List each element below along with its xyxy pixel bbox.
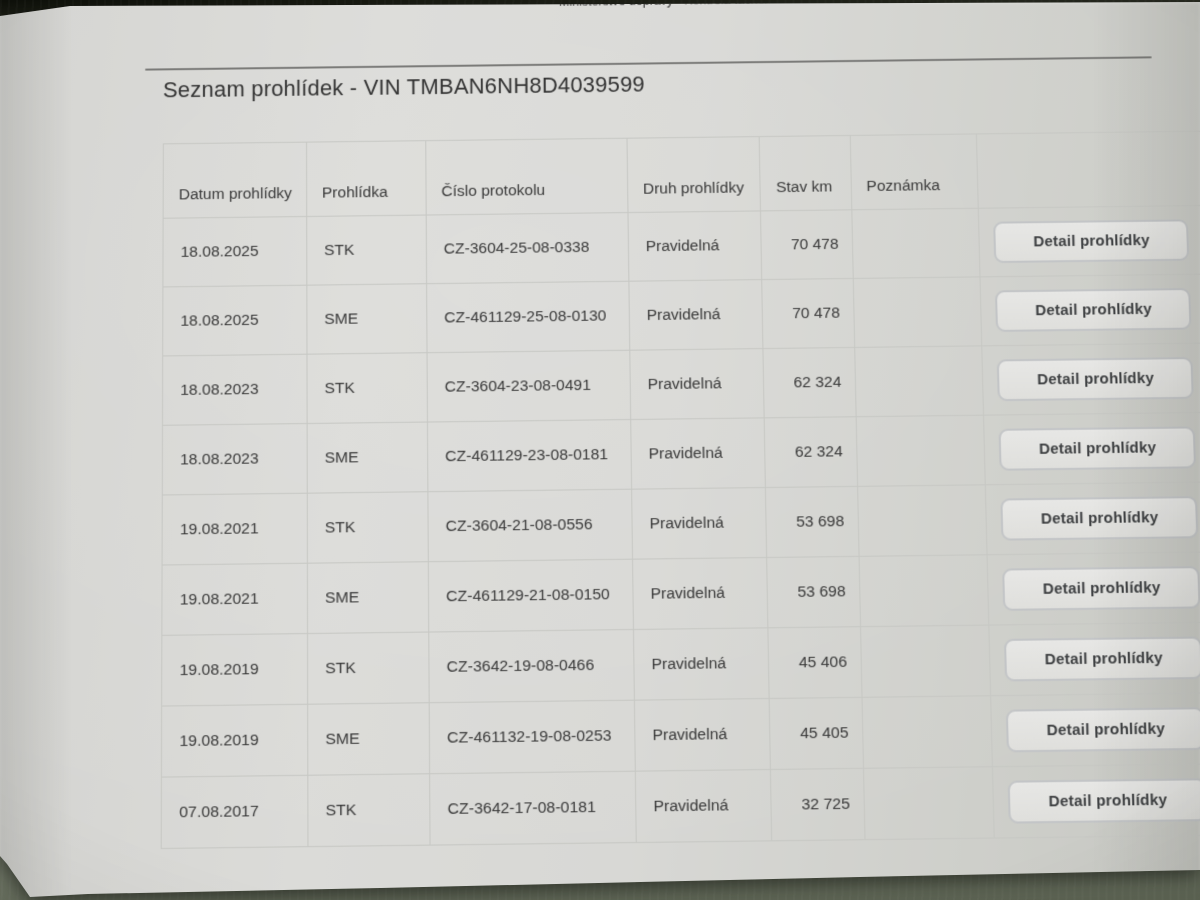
cell-protocol-number: CZ-3604-23-08-0491 [427,350,631,422]
table-row: 19.08.2019 STK CZ-3642-19-08-0466 Pravid… [162,622,1200,706]
cell-date: 18.08.2025 [163,285,307,356]
cell-action: Detail prohlídky [980,274,1200,346]
cell-protocol-number: CZ-461129-25-08-0130 [426,281,629,352]
table-header: Datum prohlídky Prohlídka Číslo protokol… [163,131,1200,218]
header-row: Datum prohlídky Prohlídka Číslo protokol… [163,131,1200,218]
cell-action: Detail prohlídky [983,412,1200,484]
table-row: 18.08.2025 SME CZ-461129-25-08-0130 Prav… [163,274,1200,356]
paper-sheet-wrap: Ministerstvo dopravy - Kontrola tachomet… [0,0,1200,900]
cell-action: Detail prohlídky [992,764,1200,838]
detail-prohlidky-button[interactable]: Detail prohlídky [1006,707,1200,752]
cell-inspection-type: SME [307,562,428,634]
cell-inspection-type: STK [308,774,430,847]
cell-action: Detail prohlídky [982,343,1200,415]
detail-prohlidky-button[interactable]: Detail prohlídky [1003,566,1200,611]
cell-inspection-kind: Pravidelná [630,418,765,489]
cell-date: 18.08.2023 [162,354,306,425]
cell-protocol-number: CZ-461129-21-08-0150 [428,559,633,632]
table-row: 18.08.2023 STK CZ-3604-23-08-0491 Pravid… [162,343,1200,425]
table-row: 19.08.2021 SME CZ-461129-21-08-0150 Prav… [162,552,1200,635]
cell-action: Detail prohlídky [990,693,1200,767]
cell-note [851,208,979,278]
cell-date: 18.08.2023 [162,424,307,495]
cell-date: 07.08.2017 [161,775,308,848]
cell-inspection-kind: Pravidelná [629,349,764,420]
cell-odometer: 70 478 [761,210,853,280]
detail-prohlidky-button[interactable]: Detail prohlídky [994,219,1190,263]
cell-odometer: 45 405 [770,697,864,769]
photo-scene: Ministerstvo dopravy - Kontrola tachomet… [0,0,1200,900]
column-header-stav-km: Stav km [760,135,852,210]
detail-prohlidky-button[interactable]: Detail prohlídky [1004,636,1200,681]
cell-inspection-type: STK [307,632,429,704]
cell-action: Detail prohlídky [989,622,1200,695]
cell-inspection-type: STK [306,215,426,285]
cell-odometer: 70 478 [762,278,854,348]
header-rule [145,56,1152,70]
cell-inspection-kind: Pravidelná [629,280,764,351]
cell-inspection-kind: Pravidelná [631,488,767,560]
cell-date: 19.08.2019 [161,704,307,777]
column-header-prohlidka: Prohlídka [306,141,426,217]
cell-note [857,485,987,557]
cell-inspection-type: STK [307,353,428,424]
cell-odometer: 53 698 [766,486,859,557]
cell-inspection-kind: Pravidelná [634,698,771,771]
cell-note [863,767,994,840]
column-header-datum-prohlidky: Datum prohlídky [163,142,306,218]
page-title: Seznam prohlídek - VIN TMBAN6NH8D4039599 [163,71,645,103]
cell-protocol-number: CZ-3604-21-08-0556 [428,489,633,562]
column-header-poznamka: Poznámka [850,134,978,210]
cell-inspection-kind: Pravidelná [632,557,768,629]
cell-odometer: 62 324 [765,417,858,488]
table-row: 18.08.2025 STK CZ-3604-25-08-0338 Pravid… [163,206,1200,287]
cell-date: 19.08.2019 [162,634,308,707]
detail-prohlidky-button[interactable]: Detail prohlídky [1008,778,1200,823]
detail-prohlidky-button[interactable]: Detail prohlídky [995,288,1192,332]
column-header-druh-prohlidky: Druh prohlídky [627,137,761,213]
cell-date: 19.08.2021 [162,563,307,635]
detail-prohlidky-button[interactable]: Detail prohlídky [999,426,1197,470]
cell-action: Detail prohlídky [987,552,1200,625]
cell-odometer: 53 698 [767,556,860,627]
cell-note [854,346,983,417]
cell-note [862,696,993,769]
cell-date: 19.08.2021 [162,493,307,565]
column-header-cislo-protokolu: Číslo protokolu [426,138,628,215]
cell-action: Detail prohlídky [985,482,1200,555]
cell-note [853,277,982,348]
cell-inspection-kind: Pravidelná [633,628,769,700]
cell-inspection-type: SME [307,422,428,493]
column-header-actions [976,131,1200,208]
cell-note [859,555,989,627]
cell-inspection-type: STK [307,492,428,564]
cell-protocol-number: CZ-3642-19-08-0466 [429,629,635,702]
cell-odometer: 62 324 [763,347,855,417]
printed-page: Ministerstvo dopravy - Kontrola tachomet… [0,0,1200,900]
table-row: 07.08.2017 STK CZ-3642-17-08-0181 Pravid… [161,764,1200,849]
cell-action: Detail prohlídky [978,206,1200,277]
cell-note [860,625,990,697]
table-body: 18.08.2025 STK CZ-3604-25-08-0338 Pravid… [161,206,1200,849]
detail-prohlidky-button[interactable]: Detail prohlídky [997,357,1194,401]
cell-inspection-kind: Pravidelná [635,769,772,842]
detail-prohlidky-button[interactable]: Detail prohlídky [1001,496,1199,541]
cell-inspection-kind: Pravidelná [628,211,762,281]
cell-odometer: 32 725 [771,768,865,841]
paper-sheet: Ministerstvo dopravy - Kontrola tachomet… [0,0,1200,900]
print-header-text: Ministerstvo dopravy - Kontrola tachomet… [559,0,797,9]
cell-odometer: 45 406 [768,627,861,699]
cell-protocol-number: CZ-461132-19-08-0253 [429,700,635,774]
cell-inspection-type: SME [307,284,427,354]
table-row: 19.08.2021 STK CZ-3604-21-08-0556 Pravid… [162,482,1200,565]
cell-inspection-type: SME [307,703,429,776]
table-row: 18.08.2023 SME CZ-461129-23-08-0181 Prav… [162,412,1200,495]
cell-protocol-number: CZ-3604-25-08-0338 [426,213,629,284]
cell-protocol-number: CZ-461129-23-08-0181 [427,420,631,492]
cell-protocol-number: CZ-3642-17-08-0181 [429,771,636,845]
cell-date: 18.08.2025 [163,216,307,286]
table-row: 19.08.2019 SME CZ-461132-19-08-0253 Prav… [161,693,1200,777]
cell-note [856,415,985,486]
inspections-table: Datum prohlídky Prohlídka Číslo protokol… [161,131,1200,849]
